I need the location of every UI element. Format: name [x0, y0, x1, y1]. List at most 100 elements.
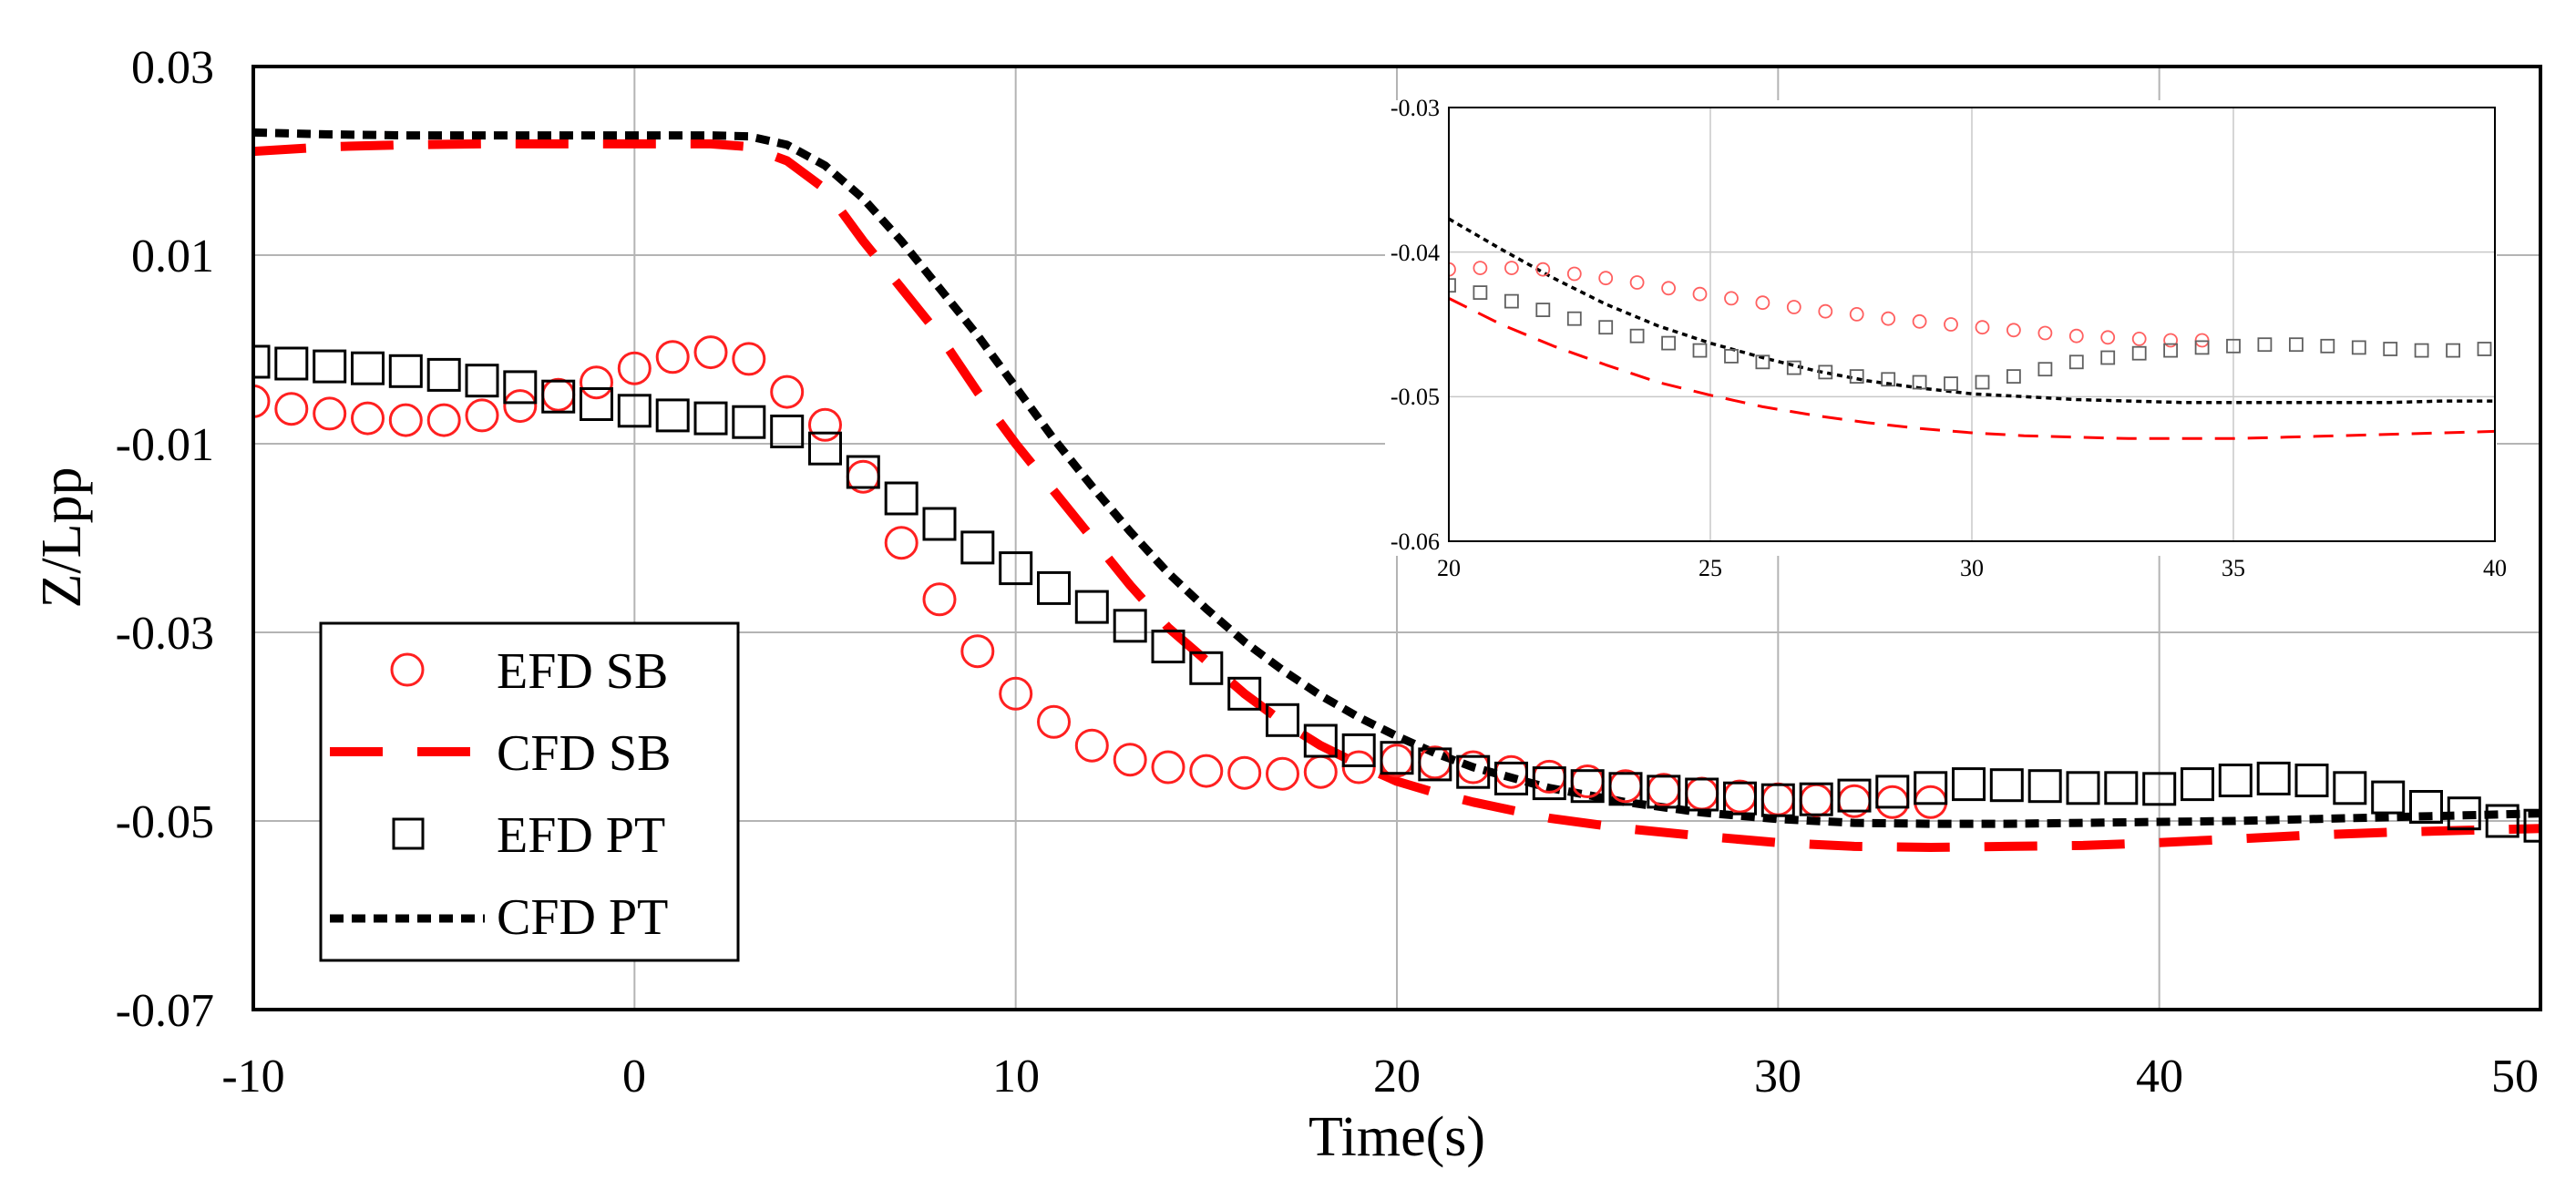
inset-efd-pt-point: [1786, 360, 1801, 375]
inset-efd-pt-point: [2194, 340, 2210, 355]
inset-efd-sb-point: [2163, 333, 2179, 348]
inset-efd-pt-point: [2006, 369, 2021, 385]
inset-efd-pt-point: [1724, 348, 1739, 364]
main-efd-sb-point: [1341, 750, 1376, 785]
inset-efd-sb-point: [1598, 271, 1614, 286]
inset-efd-sb-point: [1818, 303, 1833, 319]
y-axis-title: Z/Lpp: [31, 467, 93, 609]
main-efd-sb-point: [922, 582, 957, 617]
y-tick-label: -0.05: [116, 796, 214, 848]
main-efd-pt-point: [253, 344, 271, 379]
main-efd-pt-point: [1418, 747, 1452, 782]
main-plot-frame: [251, 65, 2542, 1011]
inset-efd-pt-point: [2288, 337, 2304, 353]
main-efd-sb-point: [1266, 756, 1299, 791]
main-efd-pt-point: [693, 401, 728, 436]
inset-efd-pt-point: [2068, 354, 2084, 370]
inset-efd-sb-point: [2006, 323, 2021, 338]
main-efd-sb-point: [426, 403, 461, 437]
main-efd-sb-point: [884, 526, 919, 560]
x-tick-label: 40: [2136, 1051, 2183, 1103]
main-efd-sb-point: [999, 676, 1033, 711]
main-efd-pt-point: [1074, 590, 1109, 624]
main-efd-pt-point: [1189, 651, 1224, 685]
main-efd-pt-point: [580, 387, 613, 421]
inset-y-tick-label: -0.03: [1391, 95, 1440, 121]
inset-efd-pt-point: [1598, 320, 1614, 335]
main-efd-pt-point: [1837, 778, 1872, 813]
inset-efd-pt-point: [1535, 303, 1551, 318]
x-axis-title: Time(s): [1309, 1106, 1485, 1168]
y-tick-label: -0.01: [116, 419, 214, 471]
main-efd-pt-point: [999, 551, 1033, 586]
inset-series-layer: [1449, 217, 2495, 440]
inset-cfd-sb-line: [1449, 297, 2495, 440]
x-tick-label: 30: [1754, 1051, 1801, 1103]
main-efd-sb-point: [580, 365, 613, 400]
inset-efd-pt-point: [1504, 293, 1519, 309]
inset-efd-pt-point: [2320, 338, 2335, 354]
x-tick-label: 20: [1373, 1051, 1421, 1103]
main-efd-sb-point: [1189, 754, 1224, 788]
main-efd-pt-point: [1647, 775, 1681, 809]
inset-efd-pt-point: [1818, 364, 1833, 380]
main-efd-sb-point: [1113, 743, 1147, 777]
main-efd-pt-point: [541, 379, 576, 414]
main-efd-sb-point: [1227, 755, 1262, 790]
main-efd-sb-point: [274, 392, 309, 426]
inset-efd-sb-point: [2068, 328, 2084, 344]
main-efd-pt-point: [1570, 769, 1605, 804]
main-efd-pt-point: [1875, 775, 1910, 809]
legend-label-efd-sb: EFD SB: [497, 643, 668, 700]
main-efd-sb-point: [503, 389, 538, 424]
main-efd-pt-point: [1494, 761, 1528, 795]
inset-efd-sb-point: [1566, 266, 1582, 282]
inset-efd-pt-point: [2477, 342, 2492, 356]
main-efd-pt-point: [1532, 766, 1566, 801]
main-efd-sb-point: [253, 384, 271, 418]
inset-efd-pt-point: [2257, 337, 2273, 353]
main-efd-pt-point: [1608, 772, 1643, 806]
main-series-layer: [253, 128, 2540, 852]
main-efd-pt-point: [2181, 767, 2214, 802]
main-series-clip: [253, 128, 2540, 852]
inset-x-tick-label: 20: [1437, 555, 1461, 581]
main-efd-sb-point: [313, 396, 347, 431]
main-efd-pt-point: [351, 351, 385, 385]
inset-efd-pt-point: [1473, 285, 1488, 301]
inset-efd-sb-point: [1912, 313, 1927, 329]
main-efd-pt-point: [1799, 782, 1833, 816]
inset-efd-pt-point: [2131, 345, 2147, 361]
inset-efd-pt-point: [1629, 328, 1645, 344]
inset-efd-pt-point: [1975, 374, 1990, 390]
inset-efd-pt-point: [1566, 311, 1582, 326]
inset-efd-pt-point: [2163, 343, 2179, 358]
inset-background: [1385, 100, 2497, 556]
inset-efd-pt-point: [2351, 340, 2366, 355]
y-tick-label: -0.03: [116, 608, 214, 660]
inset-series-clip: [1449, 217, 2495, 440]
inset-efd-sb-point: [1881, 311, 1896, 326]
main-efd-pt-point: [2027, 769, 2062, 804]
main-efd-pt-point: [1380, 741, 1414, 775]
legend: EFD SB CFD SB EFD PT CFD PT: [319, 621, 740, 962]
main-efd-pt-point: [2371, 780, 2406, 815]
y-tick-label: 0.03: [131, 42, 214, 94]
main-efd-pt-point: [922, 507, 957, 541]
main-efd-pt-point: [2104, 771, 2139, 805]
main-efd-pt-point: [465, 364, 499, 398]
inset-efd-pt-point: [1944, 376, 1958, 392]
legend-label-efd-pt: EFD PT: [497, 807, 665, 864]
main-efd-sb-point: [960, 634, 995, 669]
main-efd-pt-point: [808, 431, 842, 466]
main-efd-pt-point: [388, 354, 423, 388]
main-efd-pt-point: [503, 370, 538, 405]
main-efd-pt-point: [1456, 754, 1491, 789]
inset-efd-sb-point: [1755, 295, 1770, 311]
inset-x-tick-label: 25: [1699, 555, 1722, 581]
main-cfd-pt-line: [253, 128, 2540, 828]
main-efd-pt-point: [274, 346, 309, 381]
inset-efd-pt-point: [1881, 372, 1896, 387]
main-efd-pt-point: [313, 349, 347, 384]
